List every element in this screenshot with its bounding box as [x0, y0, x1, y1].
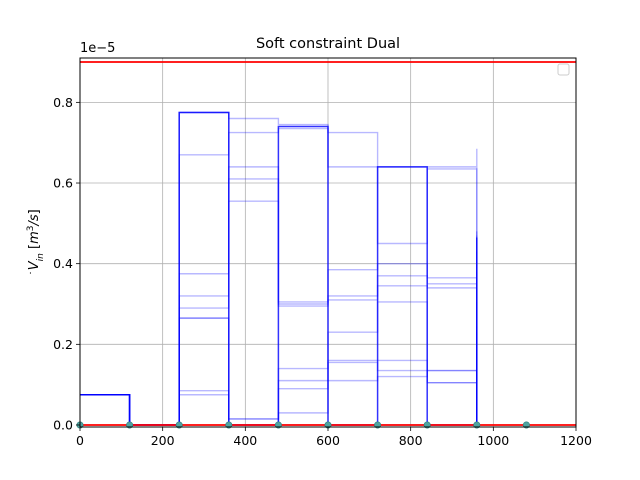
y-axis-label-sub: in	[36, 253, 46, 262]
y-tick-label-2: 0.4	[53, 256, 73, 271]
y-axis-label-unit-sup: 3	[26, 225, 36, 231]
y-tick-label-1: 0.2	[53, 337, 73, 352]
y-axis-label-open: [	[27, 244, 42, 253]
x-tick-label-5: 1000	[477, 433, 509, 448]
ticks-layer: 0 200 400 600 800 1000 1200 0.0 0.2 0.4 0.6 0.8	[53, 95, 592, 448]
x-tick-label-4: 800	[399, 433, 423, 448]
y-axis-label-unit-rest: /s	[27, 214, 42, 226]
y-axis-label-unit: m	[27, 231, 42, 244]
y-axis-label: ˙Vin [m3/s]	[26, 209, 46, 275]
chart-title: Soft constraint Dual	[256, 36, 400, 52]
x-tick-label-3: 600	[316, 433, 340, 448]
x-tick-label-1: 200	[151, 433, 175, 448]
y-tick-label-0: 0.0	[53, 417, 73, 432]
y-tick-label-4: 0.8	[53, 95, 73, 110]
x-tick-label-6: 1200	[560, 433, 592, 448]
x-tick-label-0: 0	[76, 433, 84, 448]
y-tick-label-3: 0.6	[53, 176, 73, 191]
legend-box	[557, 63, 570, 76]
y-axis-label-dot: ˙	[28, 270, 41, 276]
y-axis-label-close: ]	[27, 209, 42, 214]
y-axis-label-main: V	[27, 260, 42, 270]
x-tick-label-2: 400	[233, 433, 257, 448]
y-scale-label: 1e−5	[80, 41, 115, 56]
